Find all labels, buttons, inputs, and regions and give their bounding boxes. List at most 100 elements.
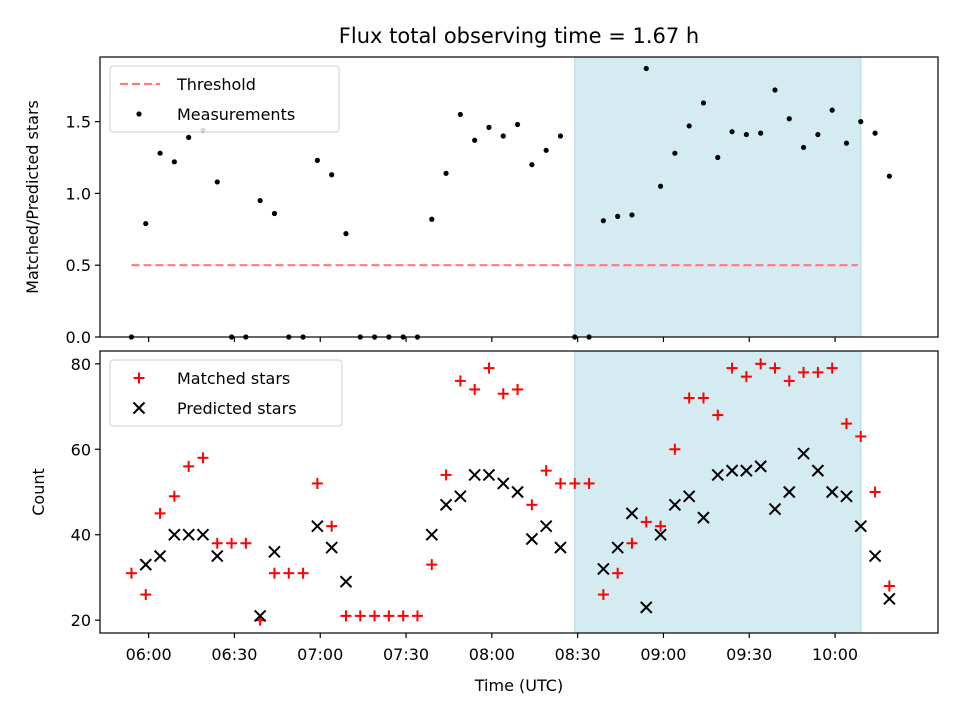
matched-point [655, 520, 667, 532]
y-axis-label: Count [29, 468, 48, 516]
matched-point [411, 610, 423, 622]
predicted-point [625, 507, 639, 520]
matched-point [354, 610, 366, 622]
y-tick-label: 20 [71, 611, 91, 630]
measurement-point [657, 183, 664, 189]
predicted-point [339, 575, 353, 588]
measurement-point [514, 121, 521, 128]
measurement-point [629, 212, 635, 218]
predicted-point [797, 447, 810, 460]
matched-point [383, 610, 395, 622]
predicted-point [554, 541, 567, 554]
legend-label: Measurements [177, 105, 295, 124]
matched-point [268, 567, 280, 579]
matched-point [683, 392, 695, 404]
predicted-point [825, 485, 839, 499]
predicted-point [153, 549, 167, 563]
x-tick-label: 09:00 [640, 645, 686, 664]
matched-point [640, 516, 652, 528]
measurement-point [557, 133, 564, 139]
axes-frame [99, 56, 939, 338]
legend-label: Predicted stars [177, 399, 297, 418]
legend-predicted-swatch [132, 401, 146, 415]
predicted-point [811, 464, 825, 477]
measurement-point [772, 87, 778, 93]
matched-point [812, 366, 824, 378]
x-tick-label: 07:30 [383, 645, 429, 664]
predicted-point [482, 468, 496, 482]
matched-point [326, 520, 338, 532]
measurement-point [615, 213, 621, 219]
predicted-point [768, 502, 782, 516]
predicted-point [268, 545, 281, 559]
x-tick-label: 06:00 [126, 645, 172, 664]
matched-point [769, 362, 781, 374]
legend: Threshold Measurements [109, 65, 340, 133]
predicted-point [168, 528, 181, 541]
matched-point [168, 490, 180, 502]
matched-point [211, 537, 223, 549]
matched-point [569, 477, 581, 489]
matched-point [483, 362, 495, 374]
matched-point [197, 452, 209, 464]
x-axis-label: Time (UTC) [474, 676, 563, 695]
measurement-point [729, 129, 735, 135]
matched-point [554, 477, 566, 489]
measurement-point [443, 170, 449, 176]
bottom-panel: 20 40 60 80 06:00 06:30 07:00 07:30 08:00 08:30 09… [29, 350, 939, 695]
highlight-span [574, 350, 862, 634]
matched-point [154, 507, 166, 519]
predicted-point [711, 468, 724, 482]
matched-point [454, 375, 466, 387]
predicted-point [497, 477, 510, 490]
predicted-point [682, 490, 696, 503]
predicted-point [668, 498, 682, 512]
measurement-point [343, 231, 349, 237]
predicted-point [697, 511, 710, 524]
measurement-point [600, 218, 606, 224]
measurement-point [214, 179, 220, 185]
predicted-point [525, 532, 539, 546]
x-tick-label: 08:00 [469, 645, 515, 664]
matched-point [497, 388, 509, 400]
matched-point [340, 610, 352, 622]
measurement-point [171, 159, 177, 165]
predicted-point [425, 528, 438, 541]
y-tick-label: 80 [71, 355, 91, 374]
matched-point [125, 567, 137, 579]
measurement-point [815, 131, 821, 138]
predicted-point [854, 519, 867, 533]
predicted-point [253, 609, 267, 623]
matched-point [612, 567, 624, 579]
measurement-point [543, 147, 549, 153]
predicted-point [439, 498, 453, 512]
predicted-point [868, 549, 882, 563]
measurement-point [758, 130, 764, 136]
legend-box [109, 65, 340, 133]
matched-point [798, 366, 810, 378]
top-panel: 0.0 0.5 1.0 1.5 Matched/Predicted stars Thres… [23, 56, 939, 347]
measurement-point [186, 134, 192, 141]
matched-point [626, 537, 638, 549]
matched-point [183, 460, 195, 472]
measurement-point [886, 173, 892, 179]
y-tick-label: 0.0 [66, 328, 91, 347]
predicted-point [182, 528, 195, 541]
matched-point [226, 537, 238, 549]
y-tick-label: 1.5 [66, 113, 91, 132]
matched-point [697, 392, 709, 404]
predicted-point [640, 601, 653, 614]
legend-matched-swatch [133, 372, 145, 384]
matched-point [426, 559, 438, 571]
matched-point [297, 567, 309, 579]
measurement-point [257, 197, 263, 204]
measurement-point [329, 172, 335, 178]
matched-point [597, 589, 609, 601]
matched-point [869, 486, 881, 498]
measurement-point [314, 157, 320, 163]
measurement-point [743, 131, 749, 138]
x-tick-label: 09:30 [726, 645, 772, 664]
predicted-point [468, 468, 481, 482]
predicted-point [840, 490, 853, 503]
